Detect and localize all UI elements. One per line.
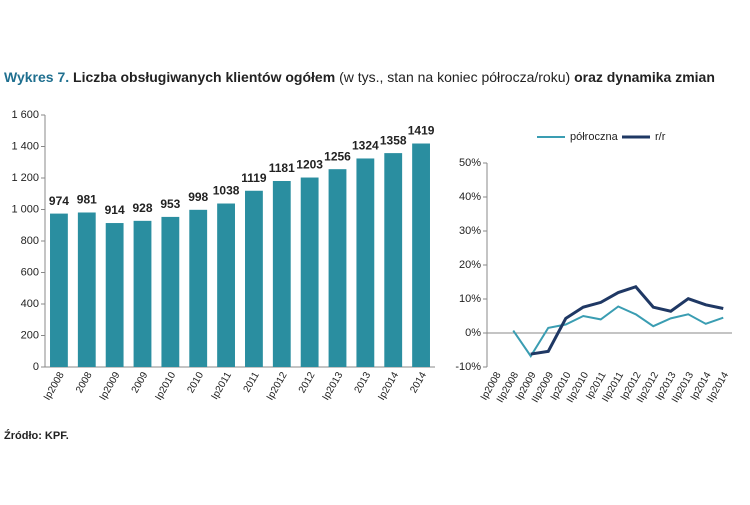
value-label: 998 [188, 190, 208, 204]
x-tick-label: Ip2009 [98, 370, 123, 402]
x-tick-label: Ip2013 [321, 370, 346, 402]
value-label: 1256 [324, 149, 351, 163]
y-tick-label: 800 [21, 235, 39, 247]
title-note: (w tys., stan na koniec półrocza/roku) [339, 69, 570, 85]
bar [272, 180, 291, 367]
bar [328, 169, 347, 367]
value-label: 1358 [380, 133, 407, 147]
x-tick-label: Ip2012 [265, 370, 290, 402]
title-end: oraz dynamika zmian [574, 69, 715, 85]
x-tick-label: 2013 [353, 370, 374, 395]
bar [217, 203, 235, 367]
value-label: 1203 [296, 158, 323, 172]
y-tick-label: 1 200 [11, 172, 39, 184]
y-tick-label: 600 [21, 266, 39, 278]
y-tick-label: 10% [459, 293, 481, 305]
legend-label: r/r [655, 131, 666, 143]
line [530, 285, 724, 356]
y-tick-label: 200 [21, 329, 39, 341]
value-label: 1324 [352, 139, 379, 153]
value-label: 1419 [408, 124, 435, 138]
y-tick-label: 50% [459, 157, 481, 169]
title-main: Liczba obsługiwanych klientów ogółem [73, 69, 335, 85]
value-label: 981 [77, 193, 97, 207]
y-tick-label: 1 000 [11, 203, 39, 215]
y-tick-label: 0 [33, 361, 39, 373]
line [512, 305, 724, 358]
bar [356, 158, 375, 367]
value-label: 1181 [269, 161, 295, 175]
x-tick-label: 2014 [408, 370, 429, 395]
bar [189, 209, 208, 367]
chart-title: Wykres 7. Liczba obsługiwanych klientów … [4, 69, 715, 85]
x-tick-label: Ip2008 [42, 370, 67, 402]
title-label: Wykres 7. [4, 69, 69, 85]
y-tick-label: 20% [459, 259, 481, 271]
value-label: 953 [160, 197, 180, 211]
x-tick-label: Ip2011 [210, 370, 235, 402]
value-label: 914 [105, 203, 125, 217]
x-tick-label: Ip2010 [153, 370, 178, 402]
value-label: 974 [49, 194, 69, 208]
y-tick-label: 400 [21, 298, 39, 310]
bar [161, 216, 180, 367]
value-label: 1119 [241, 171, 267, 185]
legend-label: półroczna [570, 131, 619, 143]
x-tick-label: 2008 [74, 370, 95, 395]
value-label: 1038 [213, 184, 240, 198]
x-tick-label: 2012 [297, 370, 318, 395]
x-tick-label: Ip2014 [376, 370, 401, 402]
source: Źródło: KPF. [4, 429, 69, 442]
x-tick-label: 2011 [242, 370, 262, 395]
bar [384, 153, 403, 367]
y-tick-label: 30% [459, 225, 481, 237]
bar [77, 212, 96, 367]
x-tick-label: 2009 [130, 370, 151, 395]
y-tick-label: 1 400 [11, 140, 39, 152]
y-tick-label: 1 600 [11, 109, 39, 121]
bar [133, 220, 152, 367]
bar [50, 213, 68, 367]
y-tick-label: -10% [455, 361, 481, 373]
y-tick-label: 0% [465, 327, 481, 339]
x-tick-label: 2010 [185, 370, 206, 395]
bar [105, 223, 124, 367]
bar [300, 177, 319, 367]
value-label: 928 [132, 201, 152, 215]
bar [245, 190, 263, 367]
bar [412, 143, 430, 367]
y-tick-label: 40% [459, 191, 481, 203]
